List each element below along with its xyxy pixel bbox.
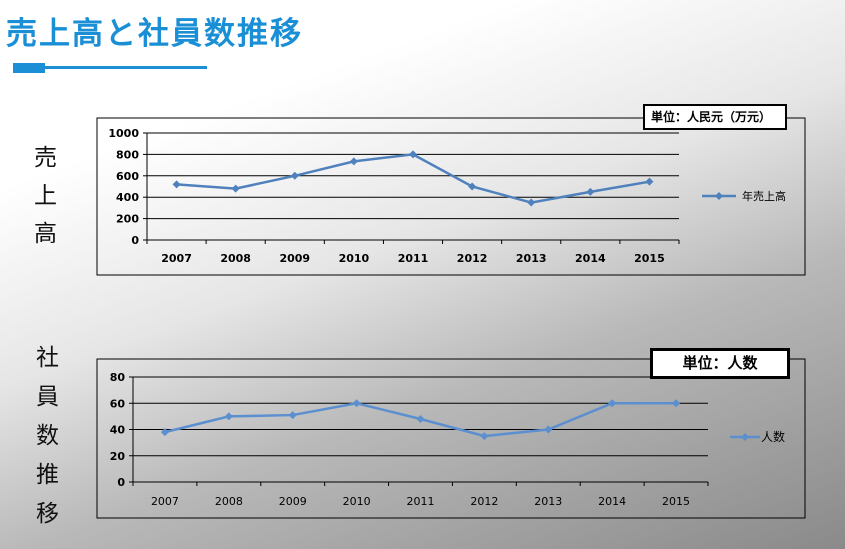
sales-x-tick-label: 2008 (220, 252, 251, 265)
sales-y-tick-label: 1000 (108, 127, 139, 140)
employees-side-char: 員 (36, 384, 59, 410)
employees-data-point (416, 415, 425, 423)
sales-y-tick-label: 400 (116, 191, 139, 204)
employees-x-tick-label: 2012 (470, 495, 498, 508)
sales-legend-marker (715, 192, 723, 200)
employees-x-tick-label: 2011 (407, 495, 435, 508)
employees-x-tick-label: 2015 (662, 495, 690, 508)
employees-unit-label: 単位：人数 (650, 348, 790, 379)
sales-x-tick-label: 2013 (516, 252, 547, 265)
sales-data-point (349, 157, 358, 166)
sales-x-tick-label: 2010 (339, 252, 370, 265)
sales-y-tick-label: 600 (116, 170, 139, 183)
employees-x-tick-label: 2007 (151, 495, 179, 508)
employees-y-tick-label: 80 (110, 371, 126, 384)
sales-x-tick-label: 2014 (575, 252, 606, 265)
sales-x-tick-label: 2009 (279, 252, 310, 265)
employees-data-point (288, 411, 297, 420)
sales-data-point (290, 171, 299, 180)
sales-data-point (231, 184, 240, 193)
employees-y-tick-label: 20 (110, 450, 126, 463)
sales-x-tick-label: 2015 (634, 252, 665, 265)
sales-chart-frame (96, 117, 806, 276)
employees-data-point (160, 428, 169, 437)
sales-data-point (645, 177, 654, 186)
employees-data-point (480, 432, 489, 441)
sales-x-tick-label: 2007 (161, 252, 192, 265)
sales-data-point (409, 150, 417, 159)
employees-side-char: 数 (36, 423, 59, 449)
employees-side-label: 社 員 数 推 移 (36, 347, 59, 542)
sales-series-line (176, 153, 650, 204)
employees-y-tick-label: 40 (110, 424, 126, 437)
employees-data-point (608, 399, 617, 408)
sales-side-label: 売 上 高 (34, 147, 57, 261)
employees-x-tick-label: 2009 (279, 495, 307, 508)
employees-x-tick-label: 2010 (343, 495, 371, 508)
employees-x-tick-label: 2014 (598, 495, 626, 508)
sales-unit-label: 単位：人民元（万元） (643, 104, 787, 130)
employees-x-tick-label: 2013 (534, 495, 562, 508)
employees-chart: 0 20 40 60 80 2007 2008 2009 2010 2011 2012 2013 201… (96, 358, 806, 519)
employees-y-tick-label: 60 (110, 397, 126, 410)
sales-legend-label: 年売上高 (742, 189, 786, 203)
sales-x-tick-label: 2011 (398, 252, 429, 265)
employees-legend-marker (741, 433, 749, 441)
sales-y-tick-label: 0 (131, 234, 139, 247)
title-underline (45, 66, 207, 69)
employees-side-char: 推 (36, 462, 59, 488)
employees-data-point (544, 425, 553, 434)
sales-side-char: 上 (34, 183, 57, 209)
title-underline-accent (13, 63, 45, 73)
sales-x-tick-label: 2012 (457, 252, 488, 265)
sales-y-tick-label: 800 (116, 148, 139, 161)
sales-y-tick-label: 200 (116, 213, 139, 226)
employees-legend-label: 人数 (761, 429, 785, 444)
sales-side-char: 売 (34, 145, 57, 171)
sales-data-point (468, 182, 477, 191)
employees-x-tick-label: 2008 (215, 495, 243, 508)
employees-chart-frame (96, 358, 806, 519)
employees-data-point (224, 412, 233, 421)
employees-side-char: 移 (36, 501, 59, 527)
sales-data-point (586, 187, 595, 196)
employees-y-tick-label: 0 (117, 476, 125, 489)
page-title: 売上高と社員数推移 (6, 16, 303, 52)
employees-data-point (352, 399, 361, 408)
sales-chart: 0 200 400 600 800 1000 2007 2008 2009 2010 2011 201… (96, 117, 806, 276)
employees-side-char: 社 (36, 345, 59, 371)
employees-data-point (672, 399, 681, 408)
sales-data-point (527, 198, 536, 207)
sales-side-char: 高 (34, 221, 57, 247)
sales-data-point (172, 180, 181, 189)
